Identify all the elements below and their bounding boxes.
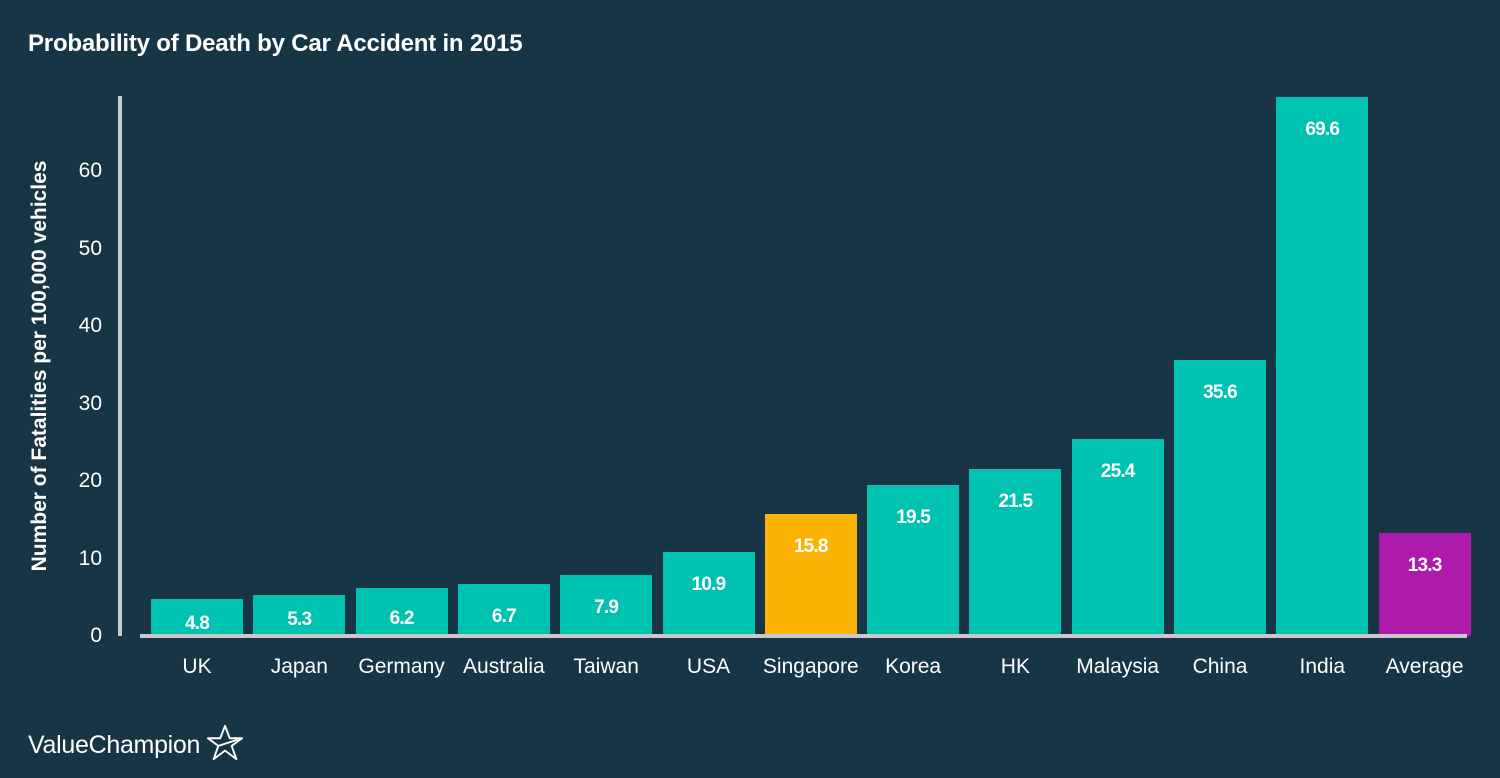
star-outline-icon <box>206 724 244 767</box>
bar-value-label: 4.8 <box>184 612 210 634</box>
bar-value-label: 5.3 <box>287 608 312 630</box>
y-tick-label: 10 <box>78 546 102 570</box>
bar-value-label: 19.5 <box>896 506 931 528</box>
bar-korea: 19.5 <box>867 484 960 636</box>
x-tick-label: Japan <box>270 655 328 678</box>
x-tick-label: Singapore <box>762 655 859 678</box>
x-tick-label: UK <box>182 655 212 678</box>
x-tick-label: USA <box>686 655 731 678</box>
y-axis-line <box>118 96 122 636</box>
bar-uk: 4.8 <box>151 598 243 636</box>
bar-value-label: 25.4 <box>1100 461 1136 483</box>
bar-average: 13.3 <box>1378 532 1471 636</box>
x-axis-line <box>140 634 1467 638</box>
bar-australia: 6.7 <box>457 584 550 636</box>
bar-value-label: 35.6 <box>1203 382 1238 404</box>
bar-value-label: 15.8 <box>793 535 829 557</box>
brand-name: ValueChampion <box>28 731 201 759</box>
bar-value-label: 6.2 <box>389 607 415 629</box>
x-tick-label: Germany <box>358 655 445 678</box>
brand-logo: ValueChampion <box>28 724 244 767</box>
bar-germany: 6.2 <box>355 587 448 636</box>
bar-usa: 10.9 <box>662 551 755 636</box>
bar-value-label: 6.7 <box>491 606 517 628</box>
x-tick-label: India <box>1299 655 1346 678</box>
bar-japan: 5.3 <box>253 594 346 636</box>
bar-malaysia: 25.4 <box>1071 439 1164 636</box>
x-tick-label: Korea <box>885 655 942 678</box>
x-tick-label: HK <box>1000 655 1030 678</box>
x-tick-label: Australia <box>463 655 545 678</box>
y-tick-label: 20 <box>78 469 102 492</box>
x-tick-label: Taiwan <box>573 655 639 678</box>
y-tick-label: 0 <box>90 624 102 647</box>
bar-china: 35.6 <box>1174 360 1266 636</box>
bar-singapore: 15.8 <box>764 513 857 636</box>
chart-title: Probability of Death by Car Accident in … <box>28 30 523 57</box>
bar-value-label: 21.5 <box>998 491 1034 513</box>
y-tick-label: 30 <box>78 391 102 415</box>
x-tick-label: Average <box>1385 655 1464 678</box>
bar-india: 69.6 <box>1276 96 1369 636</box>
y-tick-label: 60 <box>78 159 102 182</box>
y-tick-label: 40 <box>78 314 102 337</box>
x-tick-label: Malaysia <box>1076 655 1160 678</box>
bar-value-label: 69.6 <box>1305 118 1340 140</box>
bar-value-label: 7.9 <box>594 596 619 618</box>
bar-hk: 21.5 <box>969 469 1062 636</box>
y-tick-label: 50 <box>78 236 102 260</box>
bar-taiwan: 7.9 <box>560 574 653 636</box>
bar-value-label: 10.9 <box>691 573 727 595</box>
x-tick-label: China <box>1192 655 1248 678</box>
bar-value-label: 13.3 <box>1407 554 1443 576</box>
